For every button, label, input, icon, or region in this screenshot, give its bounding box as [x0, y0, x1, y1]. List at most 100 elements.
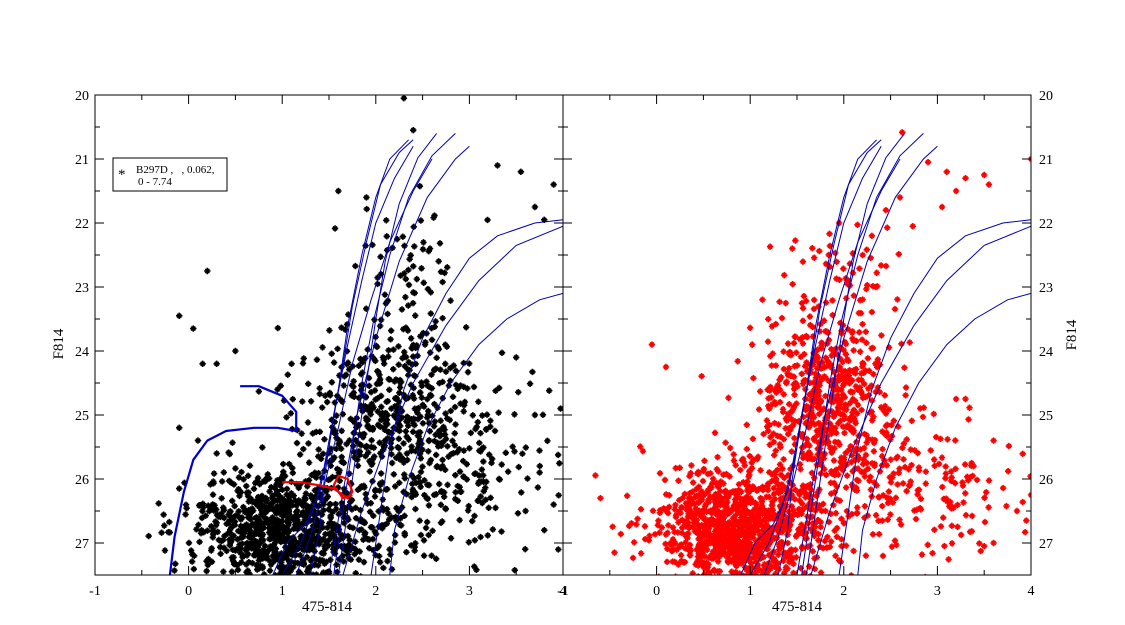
legend-line-2: 0 - 7.74 [138, 176, 172, 188]
data-point [403, 433, 410, 440]
data-point [366, 468, 374, 475]
data-point [237, 549, 244, 557]
data-point [809, 520, 816, 527]
data-point [726, 489, 734, 496]
data-point [841, 377, 849, 384]
data-point [488, 455, 496, 463]
data-point [689, 488, 696, 495]
data-point [266, 505, 273, 513]
data-point [442, 505, 450, 513]
data-point [791, 510, 799, 518]
data-point [720, 514, 727, 522]
data-point [288, 502, 296, 509]
data-point [799, 317, 807, 324]
data-point [768, 513, 775, 521]
data-point [384, 557, 391, 565]
data-point [799, 334, 806, 341]
data-point [366, 457, 373, 465]
data-point [366, 403, 373, 410]
data-point [983, 489, 990, 496]
data-point [328, 416, 335, 424]
data-point [718, 512, 726, 519]
data-point [830, 479, 838, 487]
data-point [791, 434, 798, 442]
data-point [816, 382, 823, 389]
data-point [391, 483, 399, 490]
data-point [732, 488, 739, 495]
data-point [417, 483, 424, 491]
data-point [417, 217, 425, 224]
data-point [315, 469, 322, 477]
data-point [311, 548, 318, 555]
data-point [288, 541, 296, 548]
data-point [822, 507, 829, 515]
data-point [724, 558, 732, 565]
data-point [741, 519, 748, 526]
data-point [740, 556, 747, 564]
data-point [426, 245, 434, 252]
data-point [435, 443, 442, 450]
data-point [837, 344, 845, 351]
y-tick-label: 20 [1039, 89, 1053, 104]
data-point [428, 324, 435, 332]
data-point [853, 410, 861, 417]
data-point [826, 230, 833, 238]
data-point [713, 550, 720, 557]
data-point [352, 262, 359, 270]
data-point [371, 387, 379, 394]
data-point [740, 516, 747, 523]
data-point [327, 556, 334, 563]
data-point [469, 412, 477, 419]
data-point [324, 538, 331, 545]
data-point [832, 466, 840, 473]
data-point [417, 531, 425, 539]
data-point [326, 327, 333, 334]
data-point [425, 531, 432, 539]
data-point [480, 444, 487, 451]
data-point [913, 506, 921, 513]
data-point [890, 470, 897, 477]
data-point [437, 426, 445, 434]
data-point [415, 444, 422, 451]
data-point [710, 566, 718, 574]
data-point [292, 551, 299, 558]
data-point [366, 544, 373, 552]
data-point [885, 406, 893, 413]
data-point [812, 374, 820, 381]
data-point [790, 569, 797, 575]
data-point [863, 459, 870, 466]
data-point [463, 461, 470, 468]
data-point [867, 486, 875, 493]
data-point [356, 451, 363, 459]
data-point [338, 499, 345, 507]
data-point [671, 506, 679, 513]
data-point [752, 551, 760, 559]
data-point [800, 292, 808, 300]
data-point [914, 491, 921, 498]
data-point [286, 493, 293, 500]
data-point [810, 412, 817, 419]
data-point [340, 510, 347, 517]
data-point [550, 181, 557, 188]
data-point [796, 497, 803, 504]
data-point [967, 473, 974, 481]
data-point [927, 447, 934, 454]
data-point [806, 379, 814, 387]
data-point [852, 383, 860, 390]
data-point [700, 524, 708, 532]
data-point [305, 440, 312, 447]
data-point [280, 566, 287, 573]
data-point [777, 544, 785, 551]
data-point [862, 328, 870, 336]
data-point [824, 358, 832, 365]
data-point [940, 514, 947, 521]
data-point [412, 505, 419, 513]
data-point [748, 522, 755, 530]
data-point [199, 500, 207, 508]
data-point [316, 556, 324, 563]
data-point [860, 380, 868, 388]
data-point [954, 523, 961, 531]
data-point [689, 479, 697, 486]
data-point [460, 447, 468, 454]
data-point [324, 542, 332, 550]
